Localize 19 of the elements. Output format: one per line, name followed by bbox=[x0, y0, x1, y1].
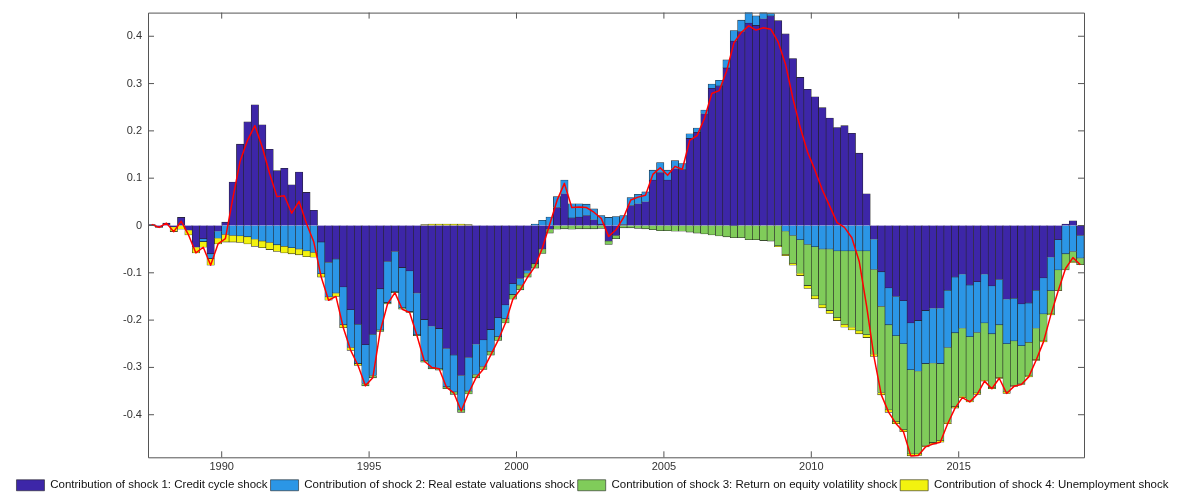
y-tick-label: 0 bbox=[135, 218, 142, 231]
y-tick-label: -0.1 bbox=[123, 265, 142, 278]
x-tick-label: 2000 bbox=[504, 459, 529, 472]
legend-label: Contribution of shock 2: Real estate valuations shock bbox=[304, 478, 575, 491]
x-tick-label: 2015 bbox=[946, 459, 971, 472]
y-tick-label: 0.2 bbox=[126, 123, 142, 136]
legend-label: Contribution of shock 1: Credit cycle shock bbox=[50, 478, 268, 491]
x-tick-label: 2005 bbox=[651, 459, 677, 472]
y-tick-label: 0.1 bbox=[126, 171, 142, 184]
x-tick-label: 2010 bbox=[799, 459, 824, 472]
x-tick-label: 1990 bbox=[209, 459, 234, 472]
legend-label: Contribution of shock 4: Unemployment shock bbox=[933, 478, 1169, 491]
y-tick-label: -0.3 bbox=[123, 360, 142, 373]
y-tick-label: 0.4 bbox=[126, 29, 142, 42]
y-tick-label: -0.4 bbox=[123, 407, 142, 420]
legend-label: Contribution of shock 3: Return on equity volatility shock bbox=[611, 478, 898, 491]
x-tick-label: 1995 bbox=[356, 459, 382, 472]
y-tick-label: 0.3 bbox=[126, 76, 142, 89]
y-tick-label: -0.2 bbox=[123, 313, 142, 326]
